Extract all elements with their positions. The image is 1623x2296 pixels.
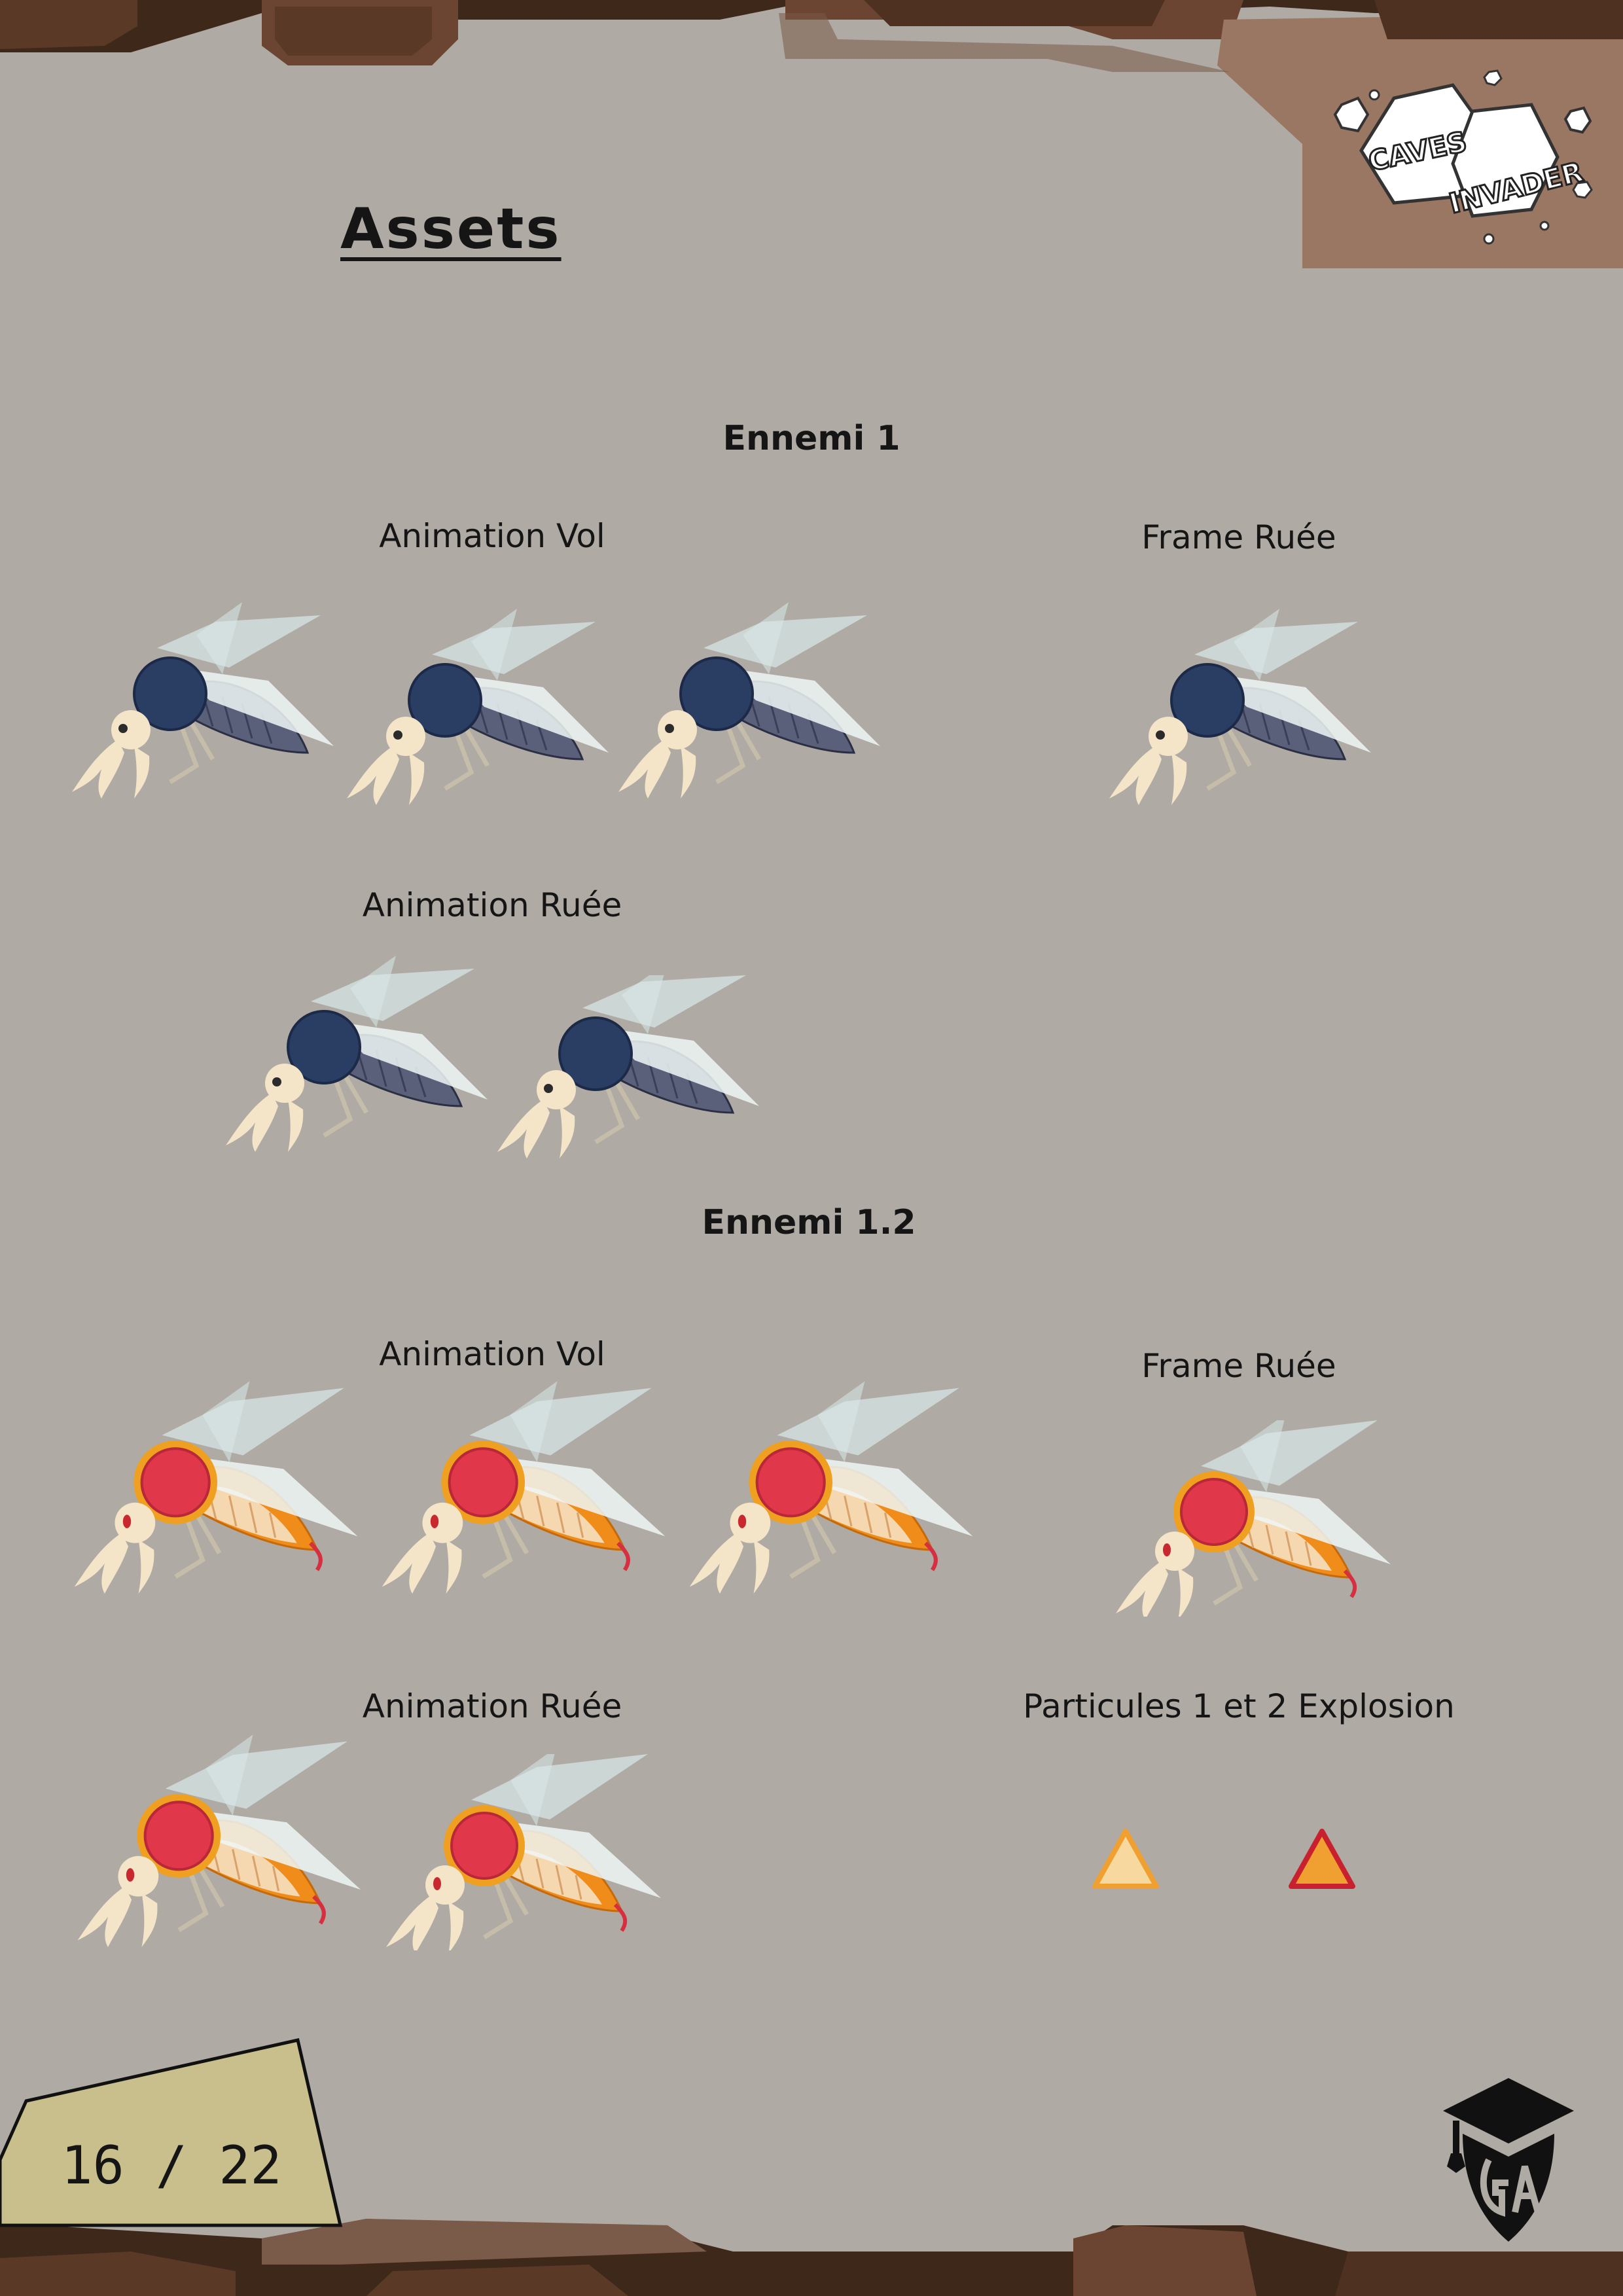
enemy12-rush-anim-frame-2 [373, 1754, 674, 1950]
page-number-tag [0, 2038, 343, 2227]
enemy12-rush-frame [1103, 1420, 1404, 1617]
page-number: 16 / 22 [61, 2135, 282, 2196]
particle-2-triangle-icon [1289, 1829, 1355, 1889]
enemy1-fly-frame-3 [612, 589, 887, 798]
enemy12-rush-anim-label: Animation Ruée [362, 1687, 622, 1725]
particle-1-triangle-icon [1092, 1829, 1159, 1889]
enemy12-fly-label: Animation Vol [379, 1335, 605, 1373]
enemy12-rush-anim-frame-1 [69, 1728, 370, 1950]
enemy12-fly-frame-2 [373, 1374, 674, 1597]
enemy1-rush-frame-label: Frame Ruée [1141, 518, 1336, 556]
enemy12-fly-frame-1 [65, 1374, 366, 1597]
enemy1-rush-anim-label: Animation Ruée [362, 886, 622, 924]
enemy1-rush-anim-frame-2 [491, 975, 766, 1158]
particles-label: Particules 1 et 2 Explosion [1023, 1687, 1455, 1725]
enemy1-rush-anim-frame-1 [219, 956, 494, 1152]
caves-invader-logo-icon: CAVES INVADER [1333, 69, 1593, 245]
enemy12-fly-frame-3 [681, 1374, 982, 1597]
enemy1-fly-label: Animation Vol [379, 517, 605, 555]
enemy1-rush-frame [1103, 609, 1378, 805]
ga-studio-logo-icon [1443, 2078, 1574, 2242]
enemy1-fly-frame-2 [340, 596, 615, 805]
enemy12-rush-frame-label: Frame Ruée [1141, 1347, 1336, 1385]
enemy12-heading: Ennemi 1.2 [702, 1203, 916, 1242]
enemy1-heading: Ennemi 1 [722, 419, 901, 458]
page-title: Assets [340, 196, 562, 262]
enemy1-fly-frame-1 [65, 589, 340, 798]
